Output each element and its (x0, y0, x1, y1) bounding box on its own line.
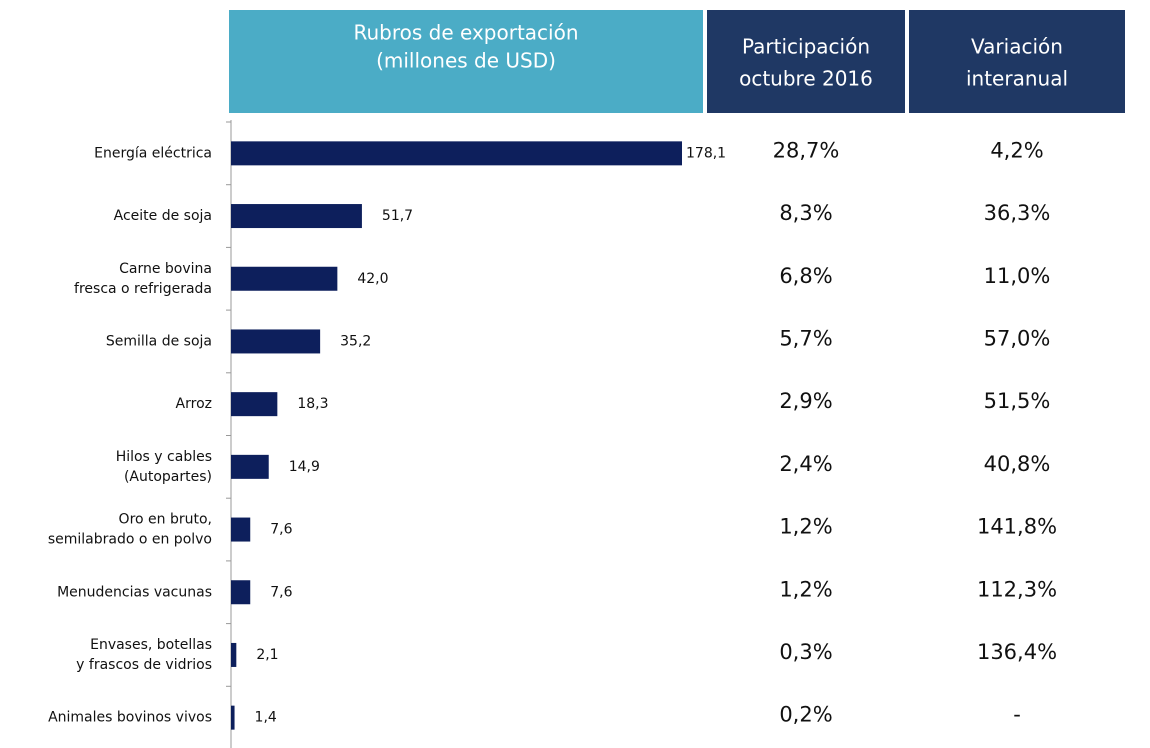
value-label: 35,2 (340, 333, 371, 349)
value-label: 7,6 (270, 522, 292, 538)
table-cell: 1,2% (779, 515, 832, 539)
table-cell: - (1013, 703, 1021, 727)
category-label: Animales bovinos vivos (48, 710, 212, 726)
value-label: 7,6 (270, 584, 292, 600)
table-cell: 8,3% (779, 201, 832, 225)
table-cell: 0,3% (779, 640, 832, 664)
value-label: 2,1 (256, 647, 278, 663)
bar (231, 705, 235, 730)
table-cell: 28,7% (773, 138, 840, 162)
category-label: Aceite de soja (114, 208, 212, 224)
table-cell: 2,4% (779, 452, 832, 476)
header-text: Rubros de exportación (353, 21, 578, 45)
table-cell: 6,8% (779, 264, 832, 288)
value-label: 14,9 (289, 459, 320, 475)
bar (231, 266, 338, 291)
table-cell: 2,9% (779, 389, 832, 413)
bar (231, 454, 269, 479)
category-label: Carne bovina (119, 261, 212, 277)
table-cell: 141,8% (977, 515, 1057, 539)
header-text: Participación (742, 35, 870, 59)
table-cell: 0,2% (779, 703, 832, 727)
category-label: Hilos y cables (116, 449, 212, 465)
category-label: Oro en bruto, (119, 512, 212, 528)
category-label: Energía eléctrica (94, 145, 212, 161)
bar (231, 204, 362, 229)
table-cell: 57,0% (984, 326, 1051, 350)
table-cell: 4,2% (990, 138, 1043, 162)
category-label: (Autopartes) (124, 469, 212, 485)
header-text: octubre 2016 (739, 67, 873, 91)
bar (231, 580, 251, 605)
header-text: Variación (971, 35, 1063, 59)
category-label: Arroz (176, 396, 212, 412)
category-label: Envases, botellas (90, 637, 212, 653)
table-cell: 36,3% (984, 201, 1051, 225)
category-label: fresca o refrigerada (74, 281, 212, 297)
bar (231, 392, 278, 417)
table-cell: 112,3% (977, 577, 1057, 601)
bar (231, 141, 682, 166)
bar (231, 517, 251, 542)
header-text: (millones de USD) (376, 49, 556, 73)
table-cell: 51,5% (984, 389, 1051, 413)
header-text: interanual (966, 67, 1068, 91)
category-label: Menudencias vacunas (57, 584, 212, 600)
header-cell (707, 10, 905, 113)
category-label: semilabrado o en polvo (48, 532, 212, 548)
value-label: 18,3 (297, 396, 328, 412)
table-cell: 40,8% (984, 452, 1051, 476)
category-label: y frascos de vidrios (76, 657, 212, 673)
header-cell (909, 10, 1125, 113)
header-cell (229, 10, 703, 113)
value-label: 42,0 (357, 271, 388, 287)
bar (231, 642, 237, 667)
table-cell: 5,7% (779, 326, 832, 350)
value-label: 51,7 (382, 208, 413, 224)
value-label: 1,4 (255, 710, 277, 726)
table-cell: 1,2% (779, 577, 832, 601)
category-label: Semilla de soja (106, 333, 212, 349)
table-cell: 136,4% (977, 640, 1057, 664)
table-cell: 11,0% (984, 264, 1051, 288)
value-label: 178,1 (686, 145, 726, 161)
bar (231, 329, 321, 354)
